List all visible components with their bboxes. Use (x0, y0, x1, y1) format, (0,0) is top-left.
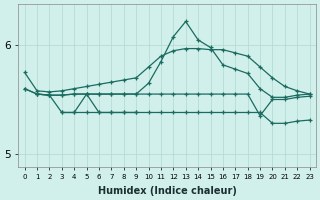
X-axis label: Humidex (Indice chaleur): Humidex (Indice chaleur) (98, 186, 236, 196)
